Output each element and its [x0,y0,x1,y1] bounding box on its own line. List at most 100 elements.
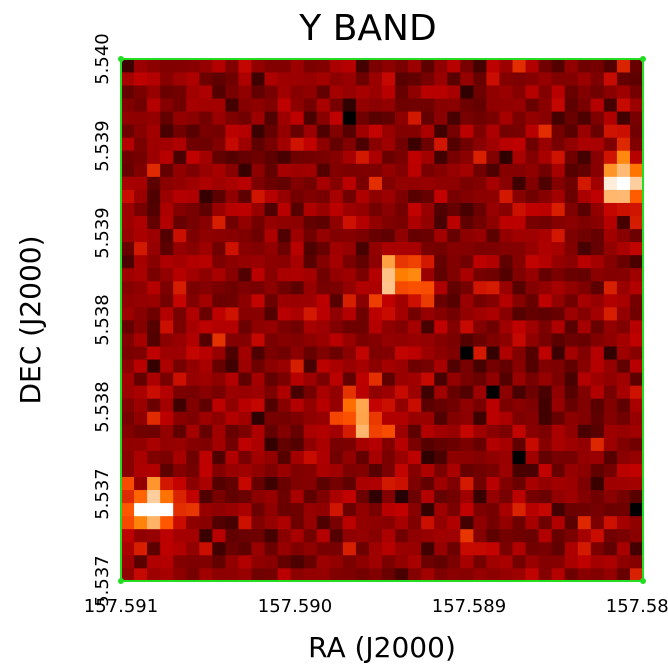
heatmap-cell [538,85,553,99]
heatmap-cell [316,215,331,230]
heatmap-cell [186,280,200,295]
heatmap-cell [629,372,644,386]
heatmap-cell [329,59,344,73]
heatmap-cell [355,398,370,412]
heatmap-cell [277,372,292,386]
heatmap-cell [395,267,409,282]
heatmap-cell [316,59,331,73]
heatmap-cell [290,215,305,230]
heatmap-cell [225,359,239,373]
heatmap-cell [290,176,305,190]
heatmap-cell [160,150,174,164]
heatmap-cell [525,111,539,125]
heatmap-cell [590,150,605,164]
heatmap-cell [238,437,252,451]
heatmap-cell [382,72,396,86]
heatmap-cell [238,476,252,491]
heatmap-cell [577,372,592,386]
heatmap-cell [173,137,187,151]
heatmap-cell [368,411,383,425]
heatmap-cell [173,541,187,556]
heatmap-cell [538,398,553,412]
heatmap-cell [212,98,226,112]
heatmap-cell [264,385,278,399]
heatmap-cell [434,241,448,256]
heatmap-cell [525,241,539,256]
heatmap-cell [538,98,553,112]
heatmap-cell [212,398,226,412]
heatmap-cell [355,437,370,451]
heatmap-cell [147,567,161,582]
heatmap-cell [303,254,318,269]
heatmap-cell [382,385,396,399]
heatmap-cell [525,398,539,412]
heatmap-cell [368,293,383,308]
heatmap-cell [590,202,605,216]
heatmap-cell [238,463,252,477]
heatmap-cell [395,437,409,451]
heatmap-cell [225,515,239,530]
heatmap-cell [473,333,487,347]
heatmap-cell [525,137,539,151]
heatmap-cell [290,437,305,451]
heatmap-cell [460,541,474,556]
heatmap-cell [395,515,409,530]
heatmap-cell [460,346,474,360]
heatmap-cell [395,502,409,517]
heatmap-cell [499,463,513,477]
heatmap-cell [290,515,305,530]
heatmap-cell [121,111,135,125]
heatmap-cell [316,85,331,99]
heatmap-cell [251,98,265,112]
heatmap-cell [212,228,226,243]
heatmap-cell [355,489,370,504]
heatmap-cell [277,215,292,230]
frame-corner-marker [640,578,646,584]
heatmap-cell [264,320,278,334]
heatmap-cell [121,215,135,230]
heatmap-cell [303,476,318,491]
heatmap-cell [408,515,422,530]
heatmap-cell [134,202,148,216]
heatmap-cell [303,280,318,295]
heatmap-cell [290,85,305,99]
heatmap-cell [408,528,422,543]
heatmap-cell [603,202,618,216]
heatmap-cell [277,385,292,399]
heatmap-cell [447,59,461,73]
heatmap-cell [512,293,526,308]
heatmap-cell [395,72,409,86]
heatmap-cell [382,85,396,99]
heatmap-cell [395,150,409,164]
heatmap-cell [577,280,592,295]
heatmap-cell [460,111,474,125]
heatmap-cell [395,280,409,295]
heatmap-cell [564,228,579,243]
heatmap-cell [121,346,135,360]
heatmap-cell [212,215,226,230]
heatmap-cell [460,150,474,164]
heatmap-cell [447,424,461,438]
heatmap-cell [564,463,579,477]
heatmap-cell [577,111,592,125]
heatmap-cell [616,359,631,373]
heatmap-cell [408,189,422,203]
heatmap-cell [147,359,161,373]
heatmap-cell [290,346,305,360]
heatmap-cell [303,163,318,177]
heatmap-cell [264,489,278,504]
heatmap-cell [486,476,500,491]
heatmap-cell [616,372,631,386]
heatmap-cell [186,85,200,99]
heatmap-cell [538,163,553,177]
heatmap-cell [199,85,213,99]
heatmap-cell [342,163,357,177]
heatmap-cell [160,502,174,517]
heatmap-cell [251,463,265,477]
heatmap-cell [590,424,605,438]
heatmap-cell [460,528,474,543]
heatmap-cell [251,59,265,73]
heatmap-cell [264,306,278,321]
heatmap-cell [525,163,539,177]
heatmap-cell [264,333,278,347]
